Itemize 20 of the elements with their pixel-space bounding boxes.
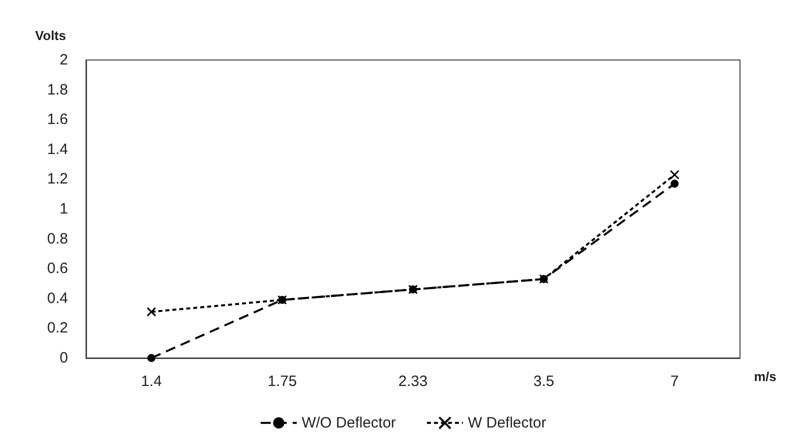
y-tick-label: 1.2 [47,170,68,188]
y-tick-label: 1 [60,200,68,218]
x-tick-label: 7 [670,373,679,390]
y-tick-label: 0.2 [47,320,68,337]
y-tick-label: 0 [60,350,68,366]
y-tick-label: 0.4 [47,290,68,307]
x-tick-label: 2.33 [398,373,428,390]
x-tick-label: 1.4 [140,373,162,390]
y-tick-label: 0.8 [47,230,68,248]
y-tick-label: 2 [60,52,68,68]
x-tick-label: 1.75 [268,373,297,390]
y-tick-label: 1.6 [47,111,68,128]
y-tick-label: 1.4 [47,140,68,158]
legend-label: W/O Deflector [302,414,396,432]
legend-label: W Deflector [468,414,546,432]
x-axis-title: m/s [754,369,776,384]
y-tick-label: 0.6 [47,260,68,278]
y-axis-title: Volts [35,28,66,43]
x-tick-label: 3.5 [533,373,554,390]
y-tick-label: 1.8 [47,81,68,98]
